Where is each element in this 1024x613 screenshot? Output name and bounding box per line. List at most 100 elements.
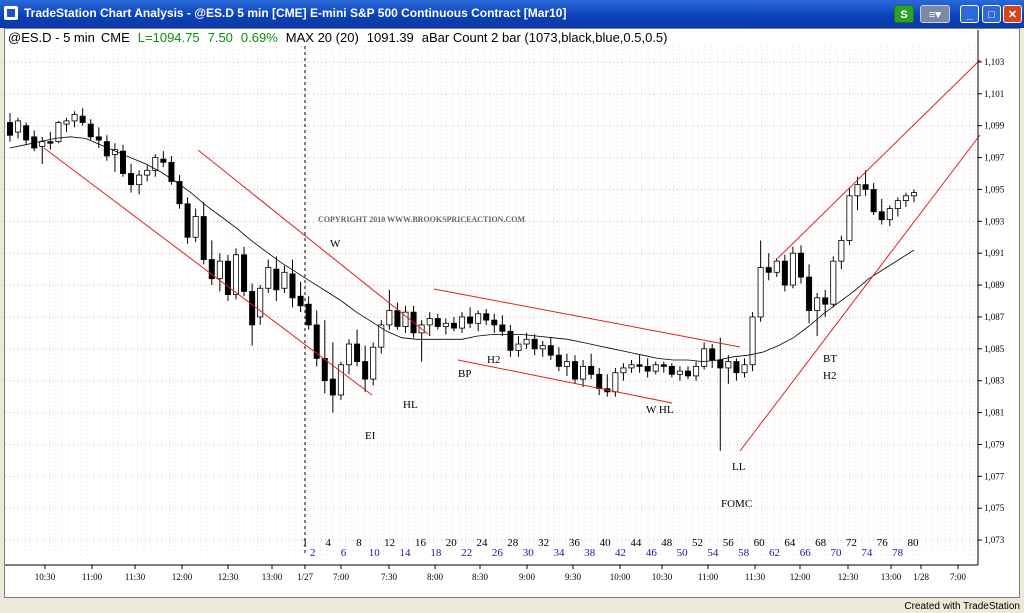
bar-count-label-blue: 74 (861, 547, 873, 559)
candle (136, 170, 143, 195)
app-icon (4, 6, 18, 20)
candle-body (370, 346, 377, 380)
candle (305, 296, 312, 330)
candle-body (491, 319, 498, 326)
annotation-h2: H2 (487, 354, 500, 366)
candle (273, 256, 280, 301)
y-tick-label: 1,075 (984, 503, 1005, 513)
status-s-icon[interactable]: S (894, 5, 914, 23)
candle (71, 111, 78, 128)
x-tick-label: 11:30 (745, 572, 766, 582)
candle-body (176, 181, 183, 205)
bar-count-label-blue: 18 (430, 547, 442, 559)
candle (289, 259, 296, 308)
candle (757, 240, 764, 322)
candle-body (620, 367, 627, 374)
candle (337, 361, 344, 400)
candle (563, 353, 570, 376)
candle-body (321, 357, 328, 382)
candle-body (523, 338, 530, 345)
candle-body (458, 316, 465, 329)
y-tick-label: 1,093 (984, 216, 1005, 226)
close-button[interactable]: ✕ (1003, 5, 1022, 23)
candle-body (685, 370, 692, 377)
bar-count-label-blue: 34 (553, 547, 565, 559)
candle-body (95, 136, 102, 141)
y-tick-label: 1,091 (984, 248, 1004, 258)
candle (507, 324, 514, 357)
chart-window[interactable] (4, 28, 1020, 598)
candle (717, 337, 724, 451)
candle-body (200, 216, 207, 260)
candle (555, 347, 562, 372)
candle (733, 358, 740, 381)
window-title: TradeStation Chart Analysis - @ES.D 5 mi… (24, 6, 567, 20)
x-tick-label: 12:00 (172, 572, 193, 582)
candle-body (830, 260, 837, 305)
candle-body (281, 271, 288, 289)
candle-body (822, 297, 829, 305)
candle (741, 358, 748, 378)
candle-body (563, 361, 570, 367)
candle-body (539, 345, 546, 350)
candle (345, 339, 352, 375)
candle-body (216, 260, 223, 280)
bar-count-label: 36 (569, 537, 581, 549)
x-tick-label: 9:30 (565, 572, 582, 582)
candle-body (71, 114, 78, 122)
candle-body (902, 195, 909, 201)
candle (47, 132, 54, 150)
candle-body (846, 195, 853, 241)
candle-body (329, 378, 336, 396)
candle-body (152, 157, 159, 171)
candle (257, 285, 264, 325)
candle-body (580, 365, 587, 380)
candle (515, 336, 522, 357)
annotation-ll: LL (732, 461, 746, 473)
candle-body (224, 260, 231, 296)
candle-body (911, 192, 918, 197)
candle (7, 112, 13, 142)
candle (862, 170, 869, 196)
bar-count-label-blue: 50 (677, 547, 689, 559)
candle (580, 359, 587, 388)
candle (886, 205, 893, 227)
candle (15, 117, 22, 139)
candle (894, 197, 901, 217)
link-icon[interactable]: ≡▾ (920, 5, 950, 23)
maximize-button[interactable]: □ (982, 5, 1001, 23)
candle (547, 337, 554, 360)
candle-body (354, 343, 361, 362)
candle (652, 361, 659, 375)
minimize-button[interactable]: _ (960, 5, 979, 23)
candle-body (63, 120, 70, 125)
y-tick-label: 1,097 (984, 153, 1005, 163)
candle-body (136, 174, 143, 186)
candle (232, 248, 239, 300)
time-axis: 10:30 11:00 11:30 12:00 12:30 13:00 1/27 7:00 7:… (5, 564, 978, 582)
candle-body (789, 252, 796, 286)
bar-count-label: 24 (477, 537, 489, 549)
y-tick-label: 1,081 (984, 408, 1004, 418)
candle-body (39, 141, 46, 147)
annotation-w-hl: W HL (646, 404, 674, 416)
bar-count-study: aBar Count 2 bar (1073,black,blue,0.5,0.… (421, 30, 668, 45)
candle (749, 312, 756, 372)
candle (475, 310, 482, 332)
bar-count-label-blue: 58 (738, 547, 750, 559)
bar-count-label-blue: 66 (800, 547, 812, 559)
bar-count-label: 72 (846, 537, 857, 549)
candle-body (386, 310, 393, 326)
bar-count-label-blue: 26 (492, 547, 504, 559)
candle (87, 119, 94, 141)
candle (386, 289, 393, 330)
x-tick-label: 11:30 (125, 572, 146, 582)
candle (676, 366, 683, 381)
candle (636, 355, 643, 373)
candle (394, 302, 401, 330)
x-tick-label: 10:30 (35, 572, 56, 582)
bar-count-label-blue: 46 (646, 547, 658, 559)
x-tick-label: 9:00 (519, 572, 536, 582)
x-tick-label: 12:30 (218, 572, 239, 582)
